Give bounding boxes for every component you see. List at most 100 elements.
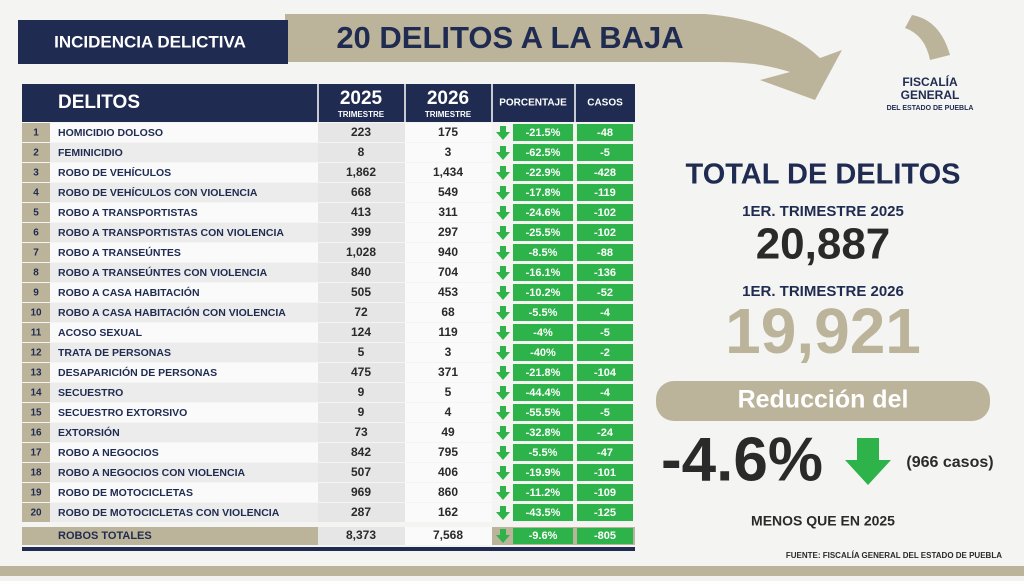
row-name-cell — [50, 483, 318, 502]
value-2025: 475 — [351, 365, 371, 379]
cases-value: -119 — [594, 187, 615, 199]
row-number-cell — [22, 503, 50, 522]
row-number-cell — [22, 143, 50, 162]
percent-value: -10.2% — [526, 287, 561, 299]
row-number-cell — [22, 343, 50, 362]
logo-text: FISCALÍA — [902, 74, 958, 89]
cases-box — [577, 344, 633, 361]
row-number-cell — [22, 363, 50, 382]
row-name-cell — [50, 343, 318, 362]
row-name-cell — [50, 283, 318, 302]
down-arrow — [496, 266, 510, 280]
percent-value: -21.5% — [526, 127, 561, 139]
percent-value: -43.5% — [526, 507, 561, 519]
row-number-cell — [22, 163, 50, 182]
cases-box — [577, 484, 633, 501]
crime-name: DESAPARICIÓN DE PERSONAS — [58, 366, 217, 379]
down-arrow — [496, 286, 510, 300]
total-label: ROBOS TOTALES — [58, 530, 152, 542]
percent-value: -22.9% — [526, 167, 561, 179]
row-name-cell — [50, 423, 318, 442]
value-2026: 68 — [441, 305, 455, 319]
row-name-cell — [50, 363, 318, 382]
percent-box — [513, 484, 573, 501]
value-2025: 9 — [358, 405, 365, 419]
cases-box — [577, 364, 633, 381]
percent-box — [513, 244, 573, 261]
value-2026: 371 — [438, 365, 458, 379]
cases-box — [577, 244, 633, 261]
percent-value: -62.5% — [526, 147, 561, 159]
row-2026-cell — [405, 403, 492, 422]
row-number: 12 — [30, 348, 42, 359]
value-2025: 413 — [351, 205, 371, 219]
percent-value: -11.2% — [526, 487, 560, 499]
cases-box — [577, 164, 633, 181]
row-name-cell — [50, 123, 318, 142]
down-arrow — [496, 126, 510, 140]
row-2026-cell — [405, 123, 492, 142]
row-number-cell — [22, 243, 50, 262]
reduction-cases: (966 casos) — [906, 454, 993, 471]
reduction-value: -4.6% — [661, 425, 823, 494]
cases-box — [577, 144, 633, 161]
crime-name: ROBO A NEGOCIOS CON VIOLENCIA — [58, 467, 245, 479]
row-name-cell — [50, 443, 318, 462]
table-header — [22, 84, 635, 122]
cases-value: -5 — [600, 407, 610, 419]
cases-value: -104 — [594, 367, 617, 379]
value-2026: 49 — [441, 425, 455, 439]
row-2025-cell — [318, 283, 405, 302]
logo-text: DEL ESTADO DE PUEBLA — [887, 105, 974, 112]
row-2026-cell — [405, 503, 492, 522]
row-number: 9 — [33, 288, 39, 299]
row-2025-cell — [318, 343, 405, 362]
row-2026-cell — [405, 143, 492, 162]
row-2025-cell — [318, 363, 405, 382]
row-2025-cell — [318, 303, 405, 322]
summary-title: TOTAL DE DELITOS — [686, 159, 961, 191]
value-2026: 453 — [438, 285, 458, 299]
row-number-cell — [22, 263, 50, 282]
crime-name: FEMINICIDIO — [58, 147, 123, 159]
crime-name: ACOSO SEXUAL — [58, 327, 143, 339]
value-2025: 73 — [354, 425, 368, 439]
row-2026-cell — [405, 303, 492, 322]
row-2025-cell — [318, 463, 405, 482]
row-name-cell — [50, 403, 318, 422]
value-2025: 1,028 — [346, 245, 376, 259]
row-number-cell — [22, 443, 50, 462]
row-2025-cell — [318, 243, 405, 262]
section-label: INCIDENCIA DELICTIVA — [54, 32, 246, 51]
down-arrow — [496, 529, 510, 543]
row-name-cell — [50, 163, 318, 182]
row-2026-cell — [405, 363, 492, 382]
cases-box — [577, 224, 633, 241]
percent-value: -32.8% — [526, 427, 561, 439]
cases-value: -24 — [597, 427, 614, 439]
value-2025: 842 — [351, 445, 371, 459]
percent-value: -4% — [533, 327, 553, 339]
row-2025-cell — [318, 403, 405, 422]
row-number: 2 — [33, 148, 39, 159]
row-2025-cell — [318, 163, 405, 182]
percent-box — [513, 364, 573, 381]
row-2026-cell — [405, 483, 492, 502]
value-2025: 1,862 — [346, 165, 376, 179]
logo: FISCALÍA GENERAL DEL ESTADO DE PUEBLA — [887, 15, 974, 112]
cases-value: -88 — [597, 247, 613, 259]
percent-value: -5.5% — [529, 447, 558, 459]
row-number: 10 — [30, 308, 42, 319]
crime-name: ROBO A CASA HABITACIÓN CON VIOLENCIA — [58, 306, 286, 319]
row-2025-cell — [318, 223, 405, 242]
page-title: 20 DELITOS A LA BAJA — [336, 20, 683, 55]
reduction-label: Reducción del — [738, 386, 909, 414]
row-name-cell — [50, 263, 318, 282]
row-number: 3 — [33, 168, 39, 179]
value-2026: 860 — [438, 485, 458, 499]
down-arrow — [496, 306, 510, 320]
cases-box — [577, 304, 633, 321]
value-2026: 1,434 — [433, 165, 463, 179]
row-2026-cell — [405, 323, 492, 342]
total-2025-cell — [318, 527, 405, 545]
